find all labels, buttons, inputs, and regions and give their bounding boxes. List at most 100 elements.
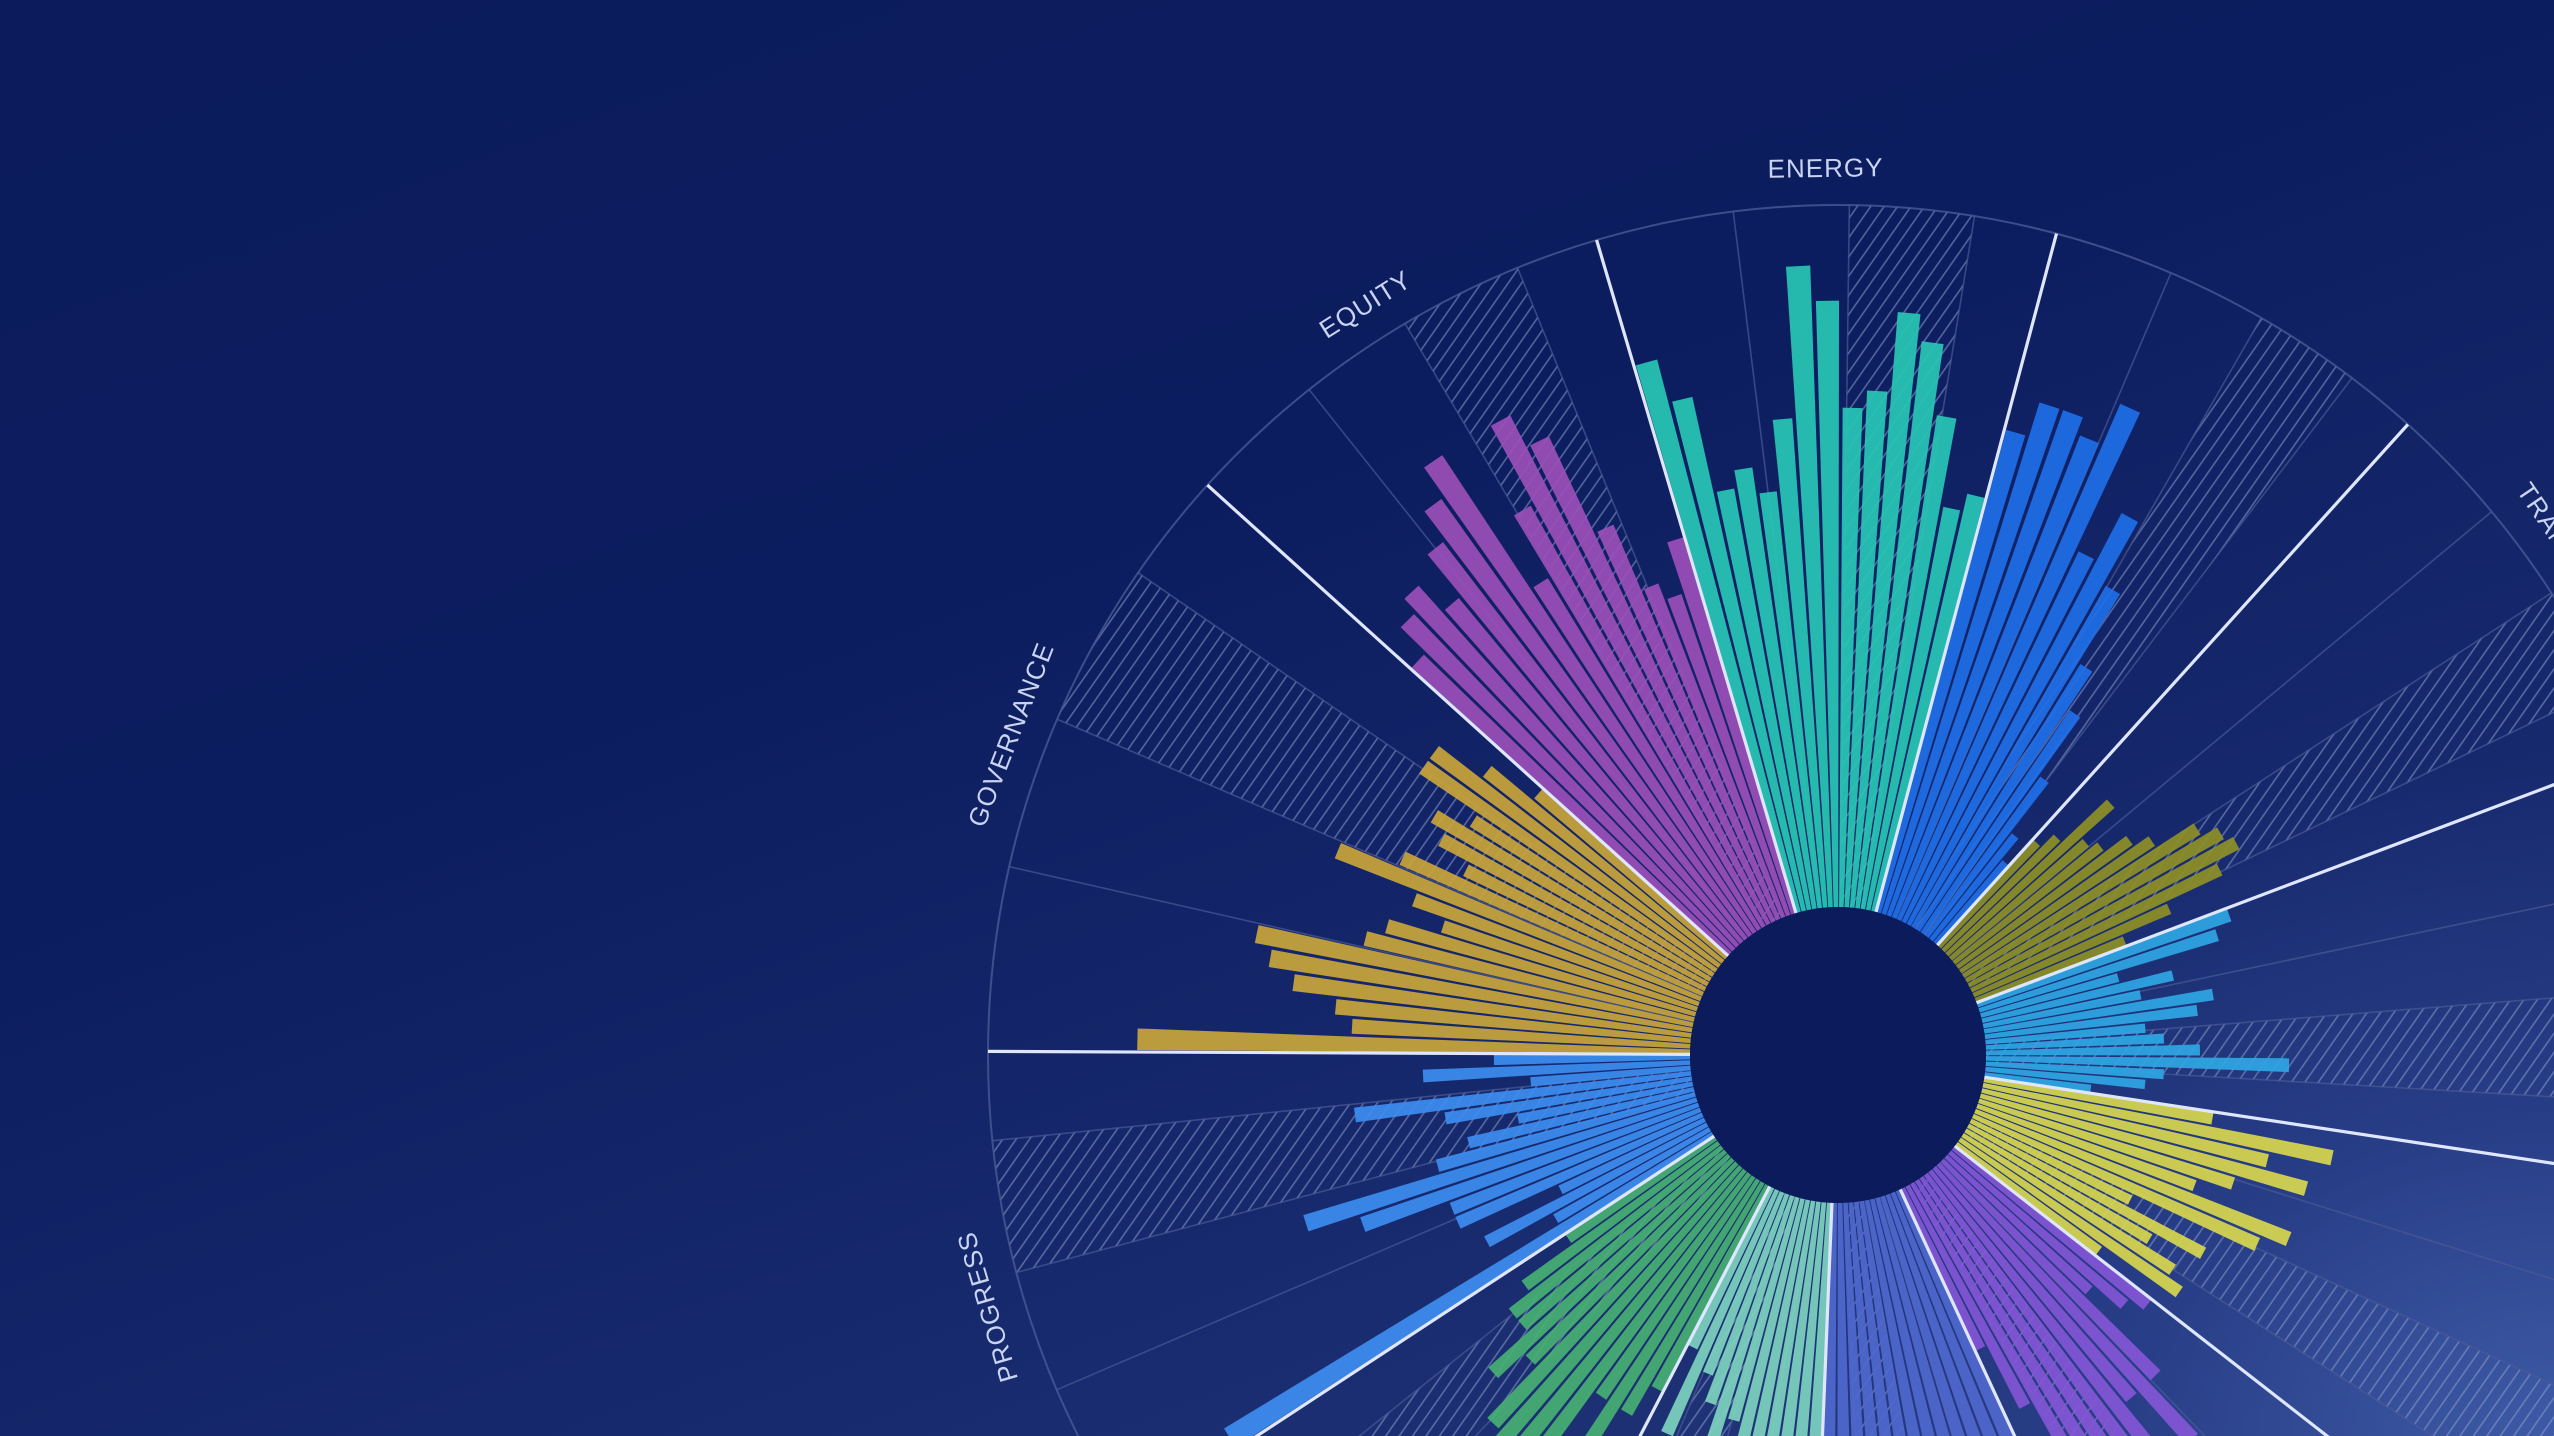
bar (1597, 524, 1781, 921)
bar (1890, 1191, 1997, 1436)
bar (1427, 542, 1748, 941)
bar (1635, 359, 1801, 913)
bar (1334, 843, 1702, 1002)
bar (1399, 851, 1705, 997)
bar (1895, 1189, 2014, 1436)
bar (1520, 1168, 1747, 1436)
bar (1948, 838, 2090, 961)
bar (1224, 1131, 1714, 1436)
hatched-sector (1057, 572, 1838, 1055)
bar (1716, 488, 1812, 911)
bar (1978, 1098, 2236, 1190)
bar (1422, 1060, 1691, 1083)
bar (1974, 936, 2127, 1003)
bar (1404, 585, 1740, 948)
bar (1859, 1200, 1906, 1436)
bar (1844, 390, 1888, 908)
bar (1983, 1077, 2214, 1125)
bar (1944, 1154, 2093, 1295)
bar (1455, 1112, 1704, 1229)
bar (1971, 1113, 2261, 1251)
bar (1444, 1076, 1693, 1125)
bar (1254, 925, 1694, 1028)
category-divider-layer (988, 233, 2554, 1436)
bar (1351, 1018, 1691, 1049)
bar (1518, 1149, 1728, 1331)
bar (1932, 1165, 2137, 1403)
category-label: ENERGY (1767, 152, 1883, 184)
bar (1962, 823, 2201, 979)
category-divider (1898, 1188, 2017, 1436)
bar (1303, 1097, 1698, 1232)
bar (1435, 1092, 1696, 1172)
bar (1412, 893, 1700, 1007)
outer-ring (987, 204, 2554, 1436)
bar (1667, 594, 1791, 917)
bar (1643, 583, 1786, 919)
bar (1964, 827, 2224, 983)
bar (1533, 578, 1762, 931)
category-divider (1936, 423, 2410, 947)
bar (1752, 1199, 1811, 1436)
bar (1400, 614, 1736, 952)
bar (1880, 1195, 1965, 1436)
bar (1444, 598, 1744, 945)
bar (1493, 1054, 1691, 1066)
bar (1495, 1165, 1743, 1436)
bar (1979, 1093, 2309, 1196)
bar (1937, 839, 2041, 949)
bar (1855, 341, 1944, 909)
bar (1843, 1202, 1864, 1436)
bar (1865, 506, 1961, 911)
bar (1981, 1088, 2269, 1168)
bar (1268, 949, 1693, 1033)
bar (1702, 1191, 1785, 1376)
bar (1785, 265, 1833, 908)
bar (1430, 810, 1712, 982)
bar (1885, 1193, 1981, 1436)
bar (1759, 491, 1823, 909)
bar (1853, 1201, 1892, 1436)
bar (1886, 410, 2083, 917)
category-divider (1638, 1185, 1772, 1436)
bar (1984, 1004, 2198, 1040)
bar (1924, 776, 2049, 938)
bar (1933, 860, 2009, 945)
bar (1429, 746, 1721, 969)
center-hub (1690, 907, 1986, 1203)
bar (1467, 1086, 1695, 1149)
bar (1961, 1133, 2176, 1275)
bar (1978, 929, 2219, 1013)
bar (1940, 1158, 2161, 1381)
category-divider (1984, 1075, 2554, 1166)
bar (1860, 415, 1957, 910)
bar (1911, 585, 2121, 929)
bar (1137, 1028, 1691, 1054)
bar (1354, 1070, 1692, 1123)
category-divider (1206, 483, 1730, 957)
bar (1411, 654, 1732, 956)
bar (1525, 1157, 1735, 1365)
bar (1941, 834, 2061, 953)
bar (1970, 863, 2223, 993)
bar (1621, 1181, 1765, 1416)
bar (1896, 403, 2141, 922)
bar (1363, 931, 1695, 1022)
grid-spoke (1056, 718, 1703, 998)
bar (1534, 789, 1728, 960)
bar (1982, 990, 2142, 1029)
bar (1837, 1202, 1850, 1436)
bar (1955, 1141, 2103, 1255)
bar (1795, 1202, 1827, 1436)
bar (1595, 1175, 1756, 1400)
bar (1914, 1179, 2087, 1436)
category-divider (1253, 1134, 1716, 1436)
bar (1951, 1146, 2151, 1310)
bar (1513, 505, 1766, 929)
bar (1923, 1172, 2128, 1436)
bar (1849, 311, 1921, 908)
bar (1964, 1128, 2153, 1244)
bar (1916, 664, 2093, 932)
bar (1900, 1187, 1986, 1351)
